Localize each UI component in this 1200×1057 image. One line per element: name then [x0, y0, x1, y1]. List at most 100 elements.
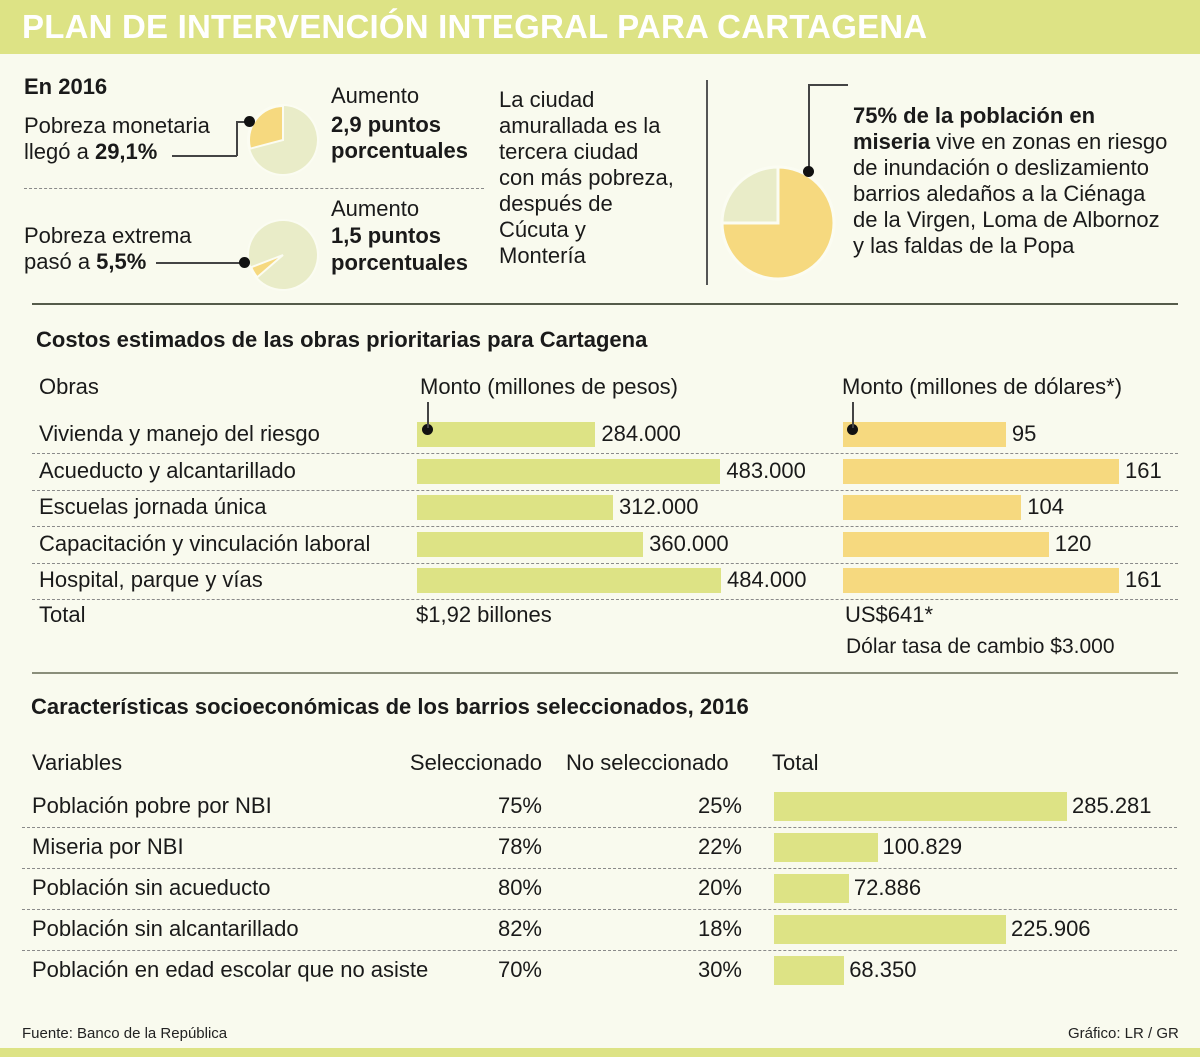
section-divider — [32, 672, 1178, 674]
bar-pesos-label: 312.000 — [618, 494, 699, 519]
bar-pesos-label: 484.000 — [727, 567, 807, 592]
bar-total-label: 72.886 — [853, 875, 922, 900]
socio-nosel-value: 25% — [697, 793, 742, 818]
monetaria-line1: Pobreza monetaria — [24, 113, 210, 138]
city-note-line: Montería — [499, 243, 586, 268]
col-no-seleccionado: No seleccionado — [566, 750, 729, 775]
divider-dashed — [24, 188, 484, 189]
bar-total-label: 225.906 — [1011, 916, 1091, 941]
bar-total-label: 68.350 — [849, 957, 917, 982]
monetaria-prefix: llegó a — [24, 139, 95, 164]
costs-total-usd: US$641* — [845, 602, 934, 627]
bar-pesos — [417, 531, 644, 557]
bar-total — [774, 874, 849, 903]
bar-total — [774, 956, 845, 985]
pie-slice-miseria — [720, 165, 836, 281]
col-seleccionado: Seleccionado — [409, 750, 542, 775]
miseria-line: de inundación o deslizamiento — [853, 155, 1149, 180]
bar-total — [774, 792, 1067, 821]
row-divider — [32, 562, 1178, 564]
costs-title: Costos estimados de las obras prioritari… — [36, 327, 648, 352]
socio-sel-value: 75% — [497, 793, 542, 818]
leader-line — [808, 84, 848, 86]
socio-sel-value: 82% — [497, 916, 542, 941]
row-divider — [32, 489, 1178, 491]
leader-dot — [847, 424, 858, 435]
bar-usd-label: 161 — [1125, 567, 1162, 592]
socio-row-label: Miseria por NBI — [32, 834, 184, 859]
cost-row-label: Escuelas jornada única — [39, 494, 267, 519]
monetaria-value: 29,1% — [94, 139, 158, 164]
extrema-prefix: pasó a — [24, 249, 97, 274]
pie-slice-rest — [720, 165, 780, 225]
extrema-increase-unit: porcentuales — [331, 250, 468, 275]
socio-nosel-value: 18% — [697, 916, 742, 941]
cost-row-label: Acueducto y alcantarillado — [39, 457, 296, 483]
miseria-line: barrios aledaños a la Ciénaga — [853, 181, 1146, 206]
costs-total-pesos: $1,92 billones — [416, 602, 552, 627]
pie-miseria — [720, 165, 836, 281]
miseria-line: y las faldas de la Popa — [853, 233, 1075, 258]
bar-usd — [843, 495, 1022, 520]
socio-nosel-value: 22% — [697, 834, 742, 859]
leader-line — [427, 402, 429, 428]
city-note-line: después de — [499, 191, 613, 216]
leader-line — [156, 262, 244, 264]
leader-dot — [239, 257, 250, 268]
city-note-line: Cúcuta y — [499, 217, 586, 242]
row-divider — [32, 599, 1178, 600]
cost-row-label: Vivienda y manejo del riesgo — [39, 421, 320, 446]
miseria-line: miseria vive en zonas en riesgo — [853, 129, 1167, 155]
exchange-note: Dólar tasa de cambio $3.000 — [846, 635, 1115, 658]
leader-line — [172, 155, 237, 157]
page-title: PLAN DE INTERVENCIÓN INTEGRAL PARA CARTA… — [22, 8, 928, 45]
bar-total — [774, 915, 1007, 944]
year-label: En 2016 — [24, 74, 108, 99]
col-obras: Obras — [39, 374, 99, 399]
bar-usd — [843, 422, 1006, 447]
socio-row-label: Población en edad escolar que no asiste — [32, 957, 429, 982]
bar-pesos — [417, 422, 596, 447]
leader-line — [236, 121, 238, 156]
extrema-line2: pasó a 5,5% — [24, 249, 146, 275]
miseria-note: 75% de la población en miseria vive en z… — [853, 103, 1167, 259]
col-pesos: Monto (millones de pesos) — [420, 374, 679, 399]
pie-extrema — [247, 219, 319, 291]
col-dolares: Monto (millones de dólares*) — [842, 374, 1123, 399]
bar-pesos-label: 360.000 — [649, 530, 729, 556]
socio-sel-value: 80% — [497, 875, 542, 900]
leader-line — [852, 402, 854, 428]
bar-pesos — [417, 568, 721, 593]
bar-usd — [843, 531, 1049, 557]
bar-usd-label: 104 — [1027, 494, 1064, 519]
bar-total-label: 285.281 — [1072, 793, 1152, 818]
monetaria-increase-unit: porcentuales — [331, 138, 468, 163]
row-divider — [32, 526, 1178, 527]
bar-usd — [843, 568, 1119, 593]
socio-row-label: Población pobre por NBI — [32, 793, 272, 818]
cost-row-label: Capacitación y vinculación laboral — [39, 530, 371, 556]
row-divider — [22, 827, 1177, 828]
city-note-line: tercera ciudad — [499, 139, 639, 164]
monetaria-increase-label: Aumento — [331, 83, 420, 108]
bar-usd — [843, 458, 1119, 484]
leader-line — [236, 121, 248, 123]
extrema-value: 5,5% — [96, 249, 147, 274]
row-divider — [22, 950, 1177, 951]
city-note: La ciudad amurallada es la tercera ciuda… — [499, 87, 674, 269]
city-note-line: con más pobreza, — [499, 165, 674, 190]
socio-row-label: Población sin acueducto — [32, 875, 271, 900]
leader-dot — [422, 424, 433, 435]
cost-row-label: Hospital, parque y vías — [39, 567, 263, 592]
section-divider — [32, 303, 1178, 305]
monetaria-line2: llegó a 29,1% — [24, 139, 157, 165]
socio-sel-value: 78% — [497, 834, 542, 859]
monetaria-increase-value: 2,9 puntos — [331, 112, 442, 137]
bar-pesos-label: 483.000 — [726, 457, 806, 483]
bar-total-label: 100.829 — [882, 834, 963, 859]
header-band — [0, 0, 1200, 54]
pie-slice-extrema — [249, 254, 284, 279]
bar-pesos-label: 284.000 — [601, 421, 681, 446]
leader-line — [808, 84, 810, 169]
extrema-line1: Pobreza extrema — [24, 223, 192, 248]
